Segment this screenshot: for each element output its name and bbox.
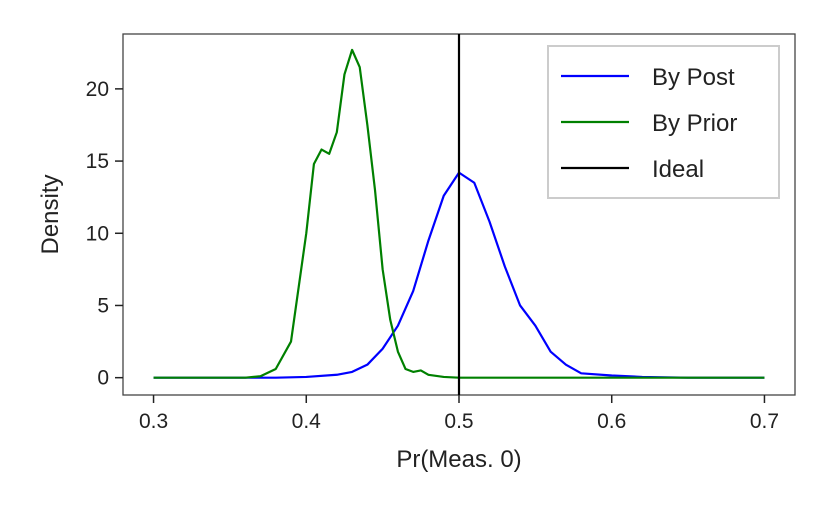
x-tick-label: 0.6	[597, 410, 626, 433]
x-tick-label: 0.3	[139, 410, 168, 433]
x-tick-label: 0.5	[444, 410, 473, 433]
legend-label-by-prior: By Prior	[652, 110, 737, 137]
x-tick-label: 0.7	[750, 410, 779, 433]
y-tick-label: 0	[97, 367, 109, 390]
legend-label-by-post: By Post	[652, 64, 735, 91]
series-line-by-prior	[153, 48, 765, 379]
plot-area: 0.3 0.4 0.5 0.6 0.7 0 5 10 15 20 Pr(Meas. 0) Densit…	[37, 33, 796, 473]
legend: By Post By Prior Ideal	[547, 45, 780, 199]
series-line-by-post	[153, 171, 765, 379]
x-tick-label: 0.4	[292, 410, 322, 433]
legend-label-ideal: Ideal	[652, 156, 704, 183]
y-axis-label: Density	[37, 174, 64, 254]
y-tick-label: 10	[86, 222, 109, 245]
y-tick-label: 5	[97, 294, 109, 317]
y-tick-label: 15	[86, 150, 109, 173]
x-axis-label: Pr(Meas. 0)	[396, 446, 521, 473]
y-tick-label: 20	[86, 78, 109, 101]
